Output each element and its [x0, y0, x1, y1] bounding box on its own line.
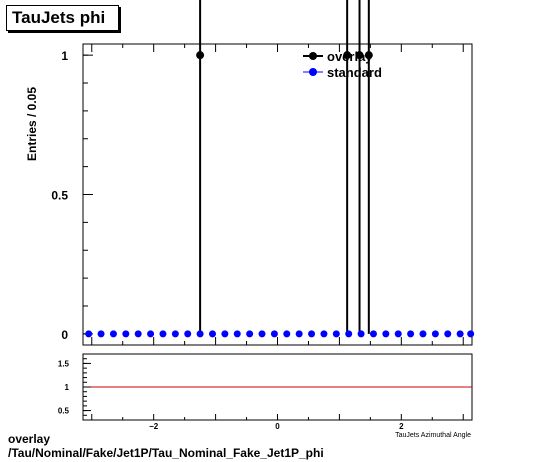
chart-title-box: TauJets phi	[6, 5, 119, 31]
overlay-point	[355, 51, 364, 60]
standard-point	[369, 330, 377, 338]
standard-point	[394, 330, 402, 338]
standard-point	[134, 330, 142, 338]
standard-point	[270, 330, 278, 338]
standard-point	[357, 330, 365, 338]
standard-point	[109, 330, 117, 338]
legend-marker-overlay	[309, 52, 317, 60]
x-axis-label: TauJets Azimuthal Angle	[395, 432, 471, 439]
legend-label-standard: standard	[327, 65, 382, 80]
chart-title: TauJets phi	[12, 8, 106, 27]
y-axis-label: Entries / 0.05	[25, 87, 39, 161]
standard-point	[196, 330, 204, 338]
ratio-x-tick-label: −2	[149, 422, 159, 431]
standard-point	[184, 330, 192, 338]
standard-point	[467, 330, 475, 338]
standard-point	[85, 330, 93, 338]
footer-line-2: /Tau/Nominal/Fake/Jet1P/Tau_Nominal_Fake…	[8, 446, 324, 460]
standard-point	[444, 330, 452, 338]
standard-point	[345, 330, 353, 338]
standard-point	[171, 330, 179, 338]
standard-point	[382, 330, 390, 338]
standard-point	[419, 330, 427, 338]
standard-point	[159, 330, 167, 338]
standard-point	[208, 330, 216, 338]
standard-point	[320, 330, 328, 338]
overlay-point	[343, 51, 352, 60]
standard-point	[258, 330, 266, 338]
ratio-y-tick-label: 0.5	[58, 407, 70, 416]
standard-point	[407, 330, 415, 338]
standard-point	[295, 330, 303, 338]
standard-point	[308, 330, 316, 338]
standard-point	[283, 330, 291, 338]
standard-point	[233, 330, 241, 338]
main-plot-frame	[82, 43, 473, 346]
standard-point	[246, 330, 254, 338]
standard-point	[147, 330, 155, 338]
legend-marker-standard	[309, 68, 317, 76]
legend-label-overlay: overlay	[327, 49, 373, 64]
overlay-point	[364, 51, 373, 60]
overlay-point	[196, 51, 205, 60]
ratio-x-tick-label: 0	[275, 422, 280, 431]
y-tick-label: 0.5	[51, 189, 68, 203]
standard-point	[332, 330, 340, 338]
ratio-y-tick-label: 1	[65, 383, 70, 392]
footer-line-1: overlay	[8, 432, 51, 446]
y-tick-label: 0	[61, 328, 68, 342]
y-tick-label: 1	[61, 49, 68, 63]
standard-point	[221, 330, 229, 338]
ratio-x-tick-label: 2	[399, 422, 404, 431]
standard-point	[122, 330, 130, 338]
ratio-y-tick-label: 1.5	[58, 359, 70, 368]
standard-point	[456, 330, 464, 338]
standard-point	[431, 330, 439, 338]
standard-point	[97, 330, 105, 338]
